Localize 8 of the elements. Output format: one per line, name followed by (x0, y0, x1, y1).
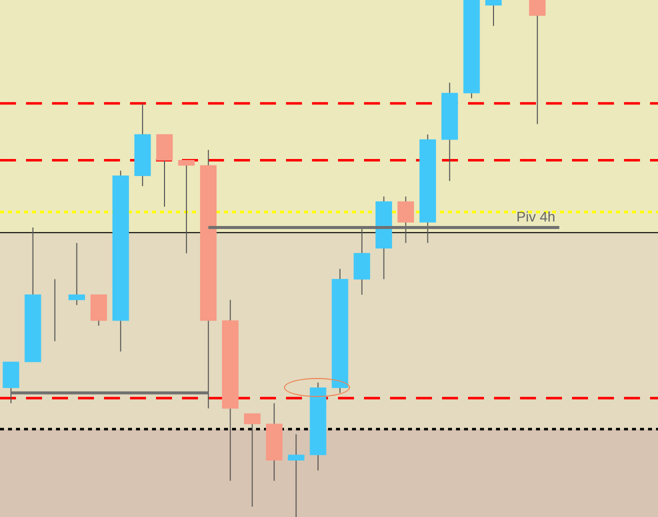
candlestick (68, 242, 86, 306)
candlestick (244, 413, 261, 508)
candlestick (288, 434, 304, 517)
candlestick (529, 0, 546, 125)
candlestick (397, 196, 414, 244)
candlestick (178, 160, 195, 254)
series-label: Piv 4h (516, 208, 556, 224)
candlestick (485, 0, 502, 26)
